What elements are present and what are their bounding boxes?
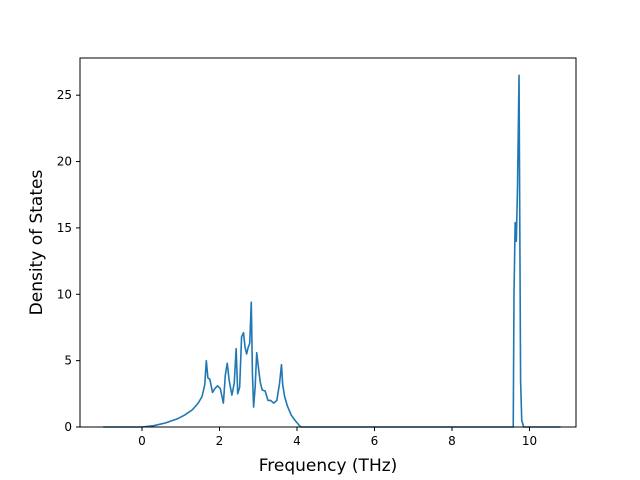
- x-tick-label: 4: [293, 434, 301, 448]
- y-axis-label: Density of States: [27, 170, 47, 316]
- y-tick-label: 5: [64, 354, 72, 368]
- x-tick-label: 6: [371, 434, 379, 448]
- x-tick-label: 0: [138, 434, 146, 448]
- axes-frame: [79, 57, 577, 428]
- x-axis-ticks: 0 2 4 6 8 10: [138, 427, 537, 448]
- y-tick-label: 10: [57, 287, 72, 301]
- x-tick-label: 10: [522, 434, 537, 448]
- y-tick-label: 15: [57, 221, 72, 235]
- y-tick-label: 25: [57, 88, 72, 102]
- x-tick-label: 8: [448, 434, 456, 448]
- x-axis-label: Frequency (THz): [259, 456, 398, 476]
- x-tick-label: 2: [216, 434, 224, 448]
- y-axis-ticks: 0 5 10 15 20 25: [57, 88, 80, 434]
- y-tick-label: 20: [57, 155, 72, 169]
- y-tick-label: 0: [64, 420, 72, 434]
